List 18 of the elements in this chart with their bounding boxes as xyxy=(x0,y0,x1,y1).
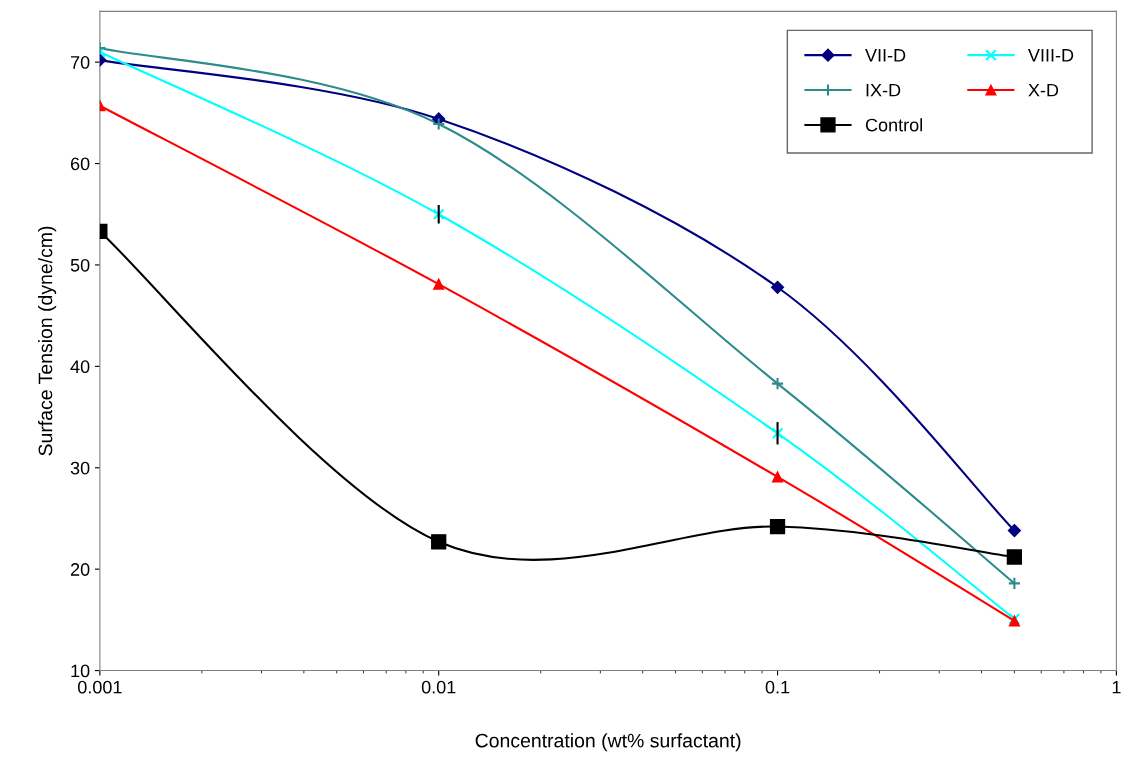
y-tick-label: 10 xyxy=(71,664,90,678)
legend-label: VII-D xyxy=(865,49,906,62)
legend-label: VIII-D xyxy=(1027,49,1074,62)
x-tick-label: 0.01 xyxy=(421,680,456,694)
y-tick-label: 20 xyxy=(70,563,90,576)
y-tick-label: 60 xyxy=(70,157,90,171)
x-tick-label: 1 xyxy=(1112,680,1121,694)
y-tick-label: 50 xyxy=(70,258,90,272)
y-axis-title: Surface Tension (dyne/cm) xyxy=(38,226,57,456)
y-tick-label: 40 xyxy=(70,360,90,374)
y-tick-label: 30 xyxy=(70,461,90,475)
legend-label: Control xyxy=(865,118,922,132)
legend-label: IX-D xyxy=(866,83,901,97)
x-tick-label: 0.1 xyxy=(765,680,790,694)
x-axis-title: Concentration (wt% surfactant) xyxy=(475,733,741,752)
y-tick-label: 70 xyxy=(70,56,90,69)
x-tick-label: 0.001 xyxy=(77,680,122,694)
legend-label: X-D xyxy=(1028,83,1059,97)
